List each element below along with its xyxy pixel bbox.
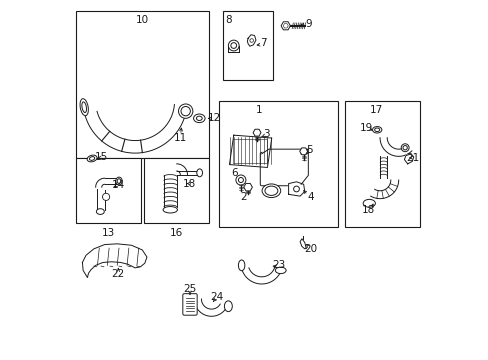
- Text: 12: 12: [207, 113, 220, 123]
- Bar: [144, 158, 208, 223]
- Ellipse shape: [238, 260, 244, 271]
- Bar: [219, 101, 337, 226]
- Bar: [233, 139, 267, 163]
- Circle shape: [249, 39, 253, 42]
- Ellipse shape: [87, 155, 97, 162]
- Text: 14: 14: [111, 180, 124, 190]
- Text: 1: 1: [255, 105, 262, 115]
- Text: 4: 4: [307, 192, 313, 202]
- Ellipse shape: [363, 199, 375, 207]
- Ellipse shape: [262, 184, 280, 198]
- Ellipse shape: [117, 179, 121, 183]
- Text: 10: 10: [136, 15, 148, 26]
- Text: 25: 25: [183, 284, 196, 294]
- Polygon shape: [96, 178, 104, 187]
- Polygon shape: [85, 104, 186, 153]
- Ellipse shape: [181, 107, 190, 116]
- Bar: [76, 12, 208, 158]
- Text: 22: 22: [111, 269, 124, 279]
- Bar: [76, 158, 140, 223]
- Ellipse shape: [400, 144, 408, 152]
- Ellipse shape: [178, 104, 192, 118]
- Polygon shape: [301, 149, 308, 184]
- Ellipse shape: [275, 267, 285, 274]
- Text: 21: 21: [406, 153, 419, 163]
- Circle shape: [228, 40, 239, 51]
- Polygon shape: [82, 244, 147, 278]
- Ellipse shape: [80, 99, 88, 116]
- Polygon shape: [370, 180, 398, 199]
- Text: 16: 16: [169, 228, 183, 238]
- Polygon shape: [261, 149, 308, 154]
- Ellipse shape: [89, 157, 95, 160]
- Circle shape: [293, 186, 299, 192]
- Ellipse shape: [163, 207, 177, 213]
- Text: 7: 7: [260, 38, 266, 48]
- Ellipse shape: [402, 145, 407, 150]
- Text: 17: 17: [369, 105, 382, 115]
- Text: 13: 13: [102, 228, 115, 238]
- Polygon shape: [404, 154, 413, 164]
- Polygon shape: [379, 138, 411, 156]
- Ellipse shape: [224, 301, 232, 312]
- Polygon shape: [247, 35, 255, 46]
- Circle shape: [102, 193, 109, 201]
- Text: 9: 9: [305, 19, 312, 29]
- Ellipse shape: [196, 116, 202, 121]
- Ellipse shape: [196, 169, 202, 177]
- Text: 6: 6: [231, 168, 237, 178]
- Text: 24: 24: [209, 292, 223, 302]
- Text: 19: 19: [359, 123, 372, 133]
- Text: 11: 11: [174, 133, 187, 143]
- Text: 2: 2: [239, 192, 246, 202]
- Ellipse shape: [81, 102, 86, 113]
- Polygon shape: [176, 164, 187, 175]
- Ellipse shape: [116, 177, 122, 185]
- Circle shape: [238, 177, 243, 183]
- Ellipse shape: [264, 186, 277, 195]
- Circle shape: [235, 175, 245, 185]
- Polygon shape: [288, 182, 304, 196]
- Text: 23: 23: [272, 260, 285, 270]
- Text: 20: 20: [304, 244, 317, 254]
- Text: 15: 15: [95, 152, 108, 162]
- Text: 18: 18: [183, 179, 196, 189]
- Polygon shape: [194, 299, 226, 316]
- FancyBboxPatch shape: [183, 294, 197, 315]
- Polygon shape: [242, 266, 282, 284]
- Polygon shape: [300, 239, 305, 249]
- Ellipse shape: [372, 127, 381, 133]
- Bar: [223, 12, 273, 80]
- Polygon shape: [229, 135, 271, 167]
- Ellipse shape: [374, 128, 379, 132]
- Ellipse shape: [193, 114, 204, 123]
- Bar: [344, 101, 419, 226]
- Text: 18: 18: [361, 206, 374, 216]
- Ellipse shape: [96, 209, 104, 215]
- Text: 3: 3: [263, 130, 269, 139]
- Text: 5: 5: [306, 145, 312, 155]
- Circle shape: [230, 42, 236, 48]
- FancyBboxPatch shape: [260, 152, 302, 186]
- Text: 8: 8: [224, 15, 231, 26]
